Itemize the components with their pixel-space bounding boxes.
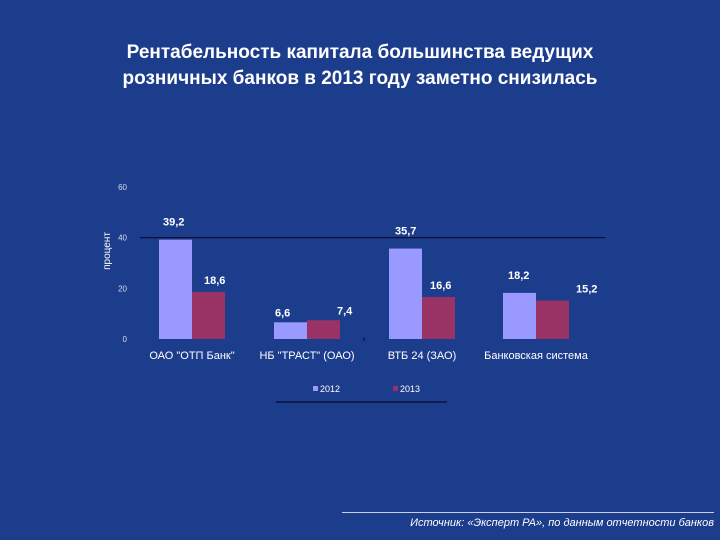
bar-2013 (307, 320, 340, 339)
data-label: 7,4 (337, 305, 353, 317)
x-tick-label: ВТБ 24 (ЗАО) (388, 350, 457, 362)
bar-2012 (274, 322, 307, 339)
y-axis-label: процент (102, 232, 113, 270)
y-tick-label: 40 (118, 234, 127, 243)
source-note: Источник: «Эксперт РА», по данным отчетн… (410, 517, 714, 529)
x-tick-label: Банковская система (484, 350, 589, 362)
title-line-2: розничных банков в 2013 году заметно сни… (122, 68, 598, 89)
data-label: 35,7 (395, 226, 416, 238)
data-label: 39,2 (163, 217, 184, 229)
legend-swatch-2012 (313, 386, 318, 391)
bar-2012 (389, 248, 422, 339)
data-label: 15,2 (576, 283, 597, 295)
x-tick-label: НБ "ТРАСТ" (ОАО) (259, 350, 354, 362)
legend-label-2013: 2013 (400, 384, 420, 394)
data-label: 16,6 (430, 280, 451, 292)
bar-2013 (422, 296, 455, 339)
source-divider (342, 512, 714, 513)
bar-2012 (503, 292, 536, 339)
bar-2013 (192, 291, 225, 339)
chart-title: Рентабельность капитала большинства веду… (60, 40, 660, 92)
y-tick-label: 20 (118, 284, 127, 293)
x-tick-label: ОАО "ОТП Банк" (149, 350, 234, 362)
data-label: 18,2 (508, 270, 529, 282)
y-tick-label: 60 (118, 183, 127, 192)
title-line-1: Рентабельность капитала большинства веду… (126, 42, 594, 63)
bar-2013 (536, 300, 569, 339)
data-label: 18,6 (204, 275, 225, 287)
data-label: 6,6 (275, 307, 290, 319)
bar-2012 (159, 239, 192, 339)
legend-swatch-2013 (393, 386, 398, 391)
y-tick-label: 0 (123, 335, 128, 344)
legend-label-2012: 2012 (320, 384, 340, 394)
